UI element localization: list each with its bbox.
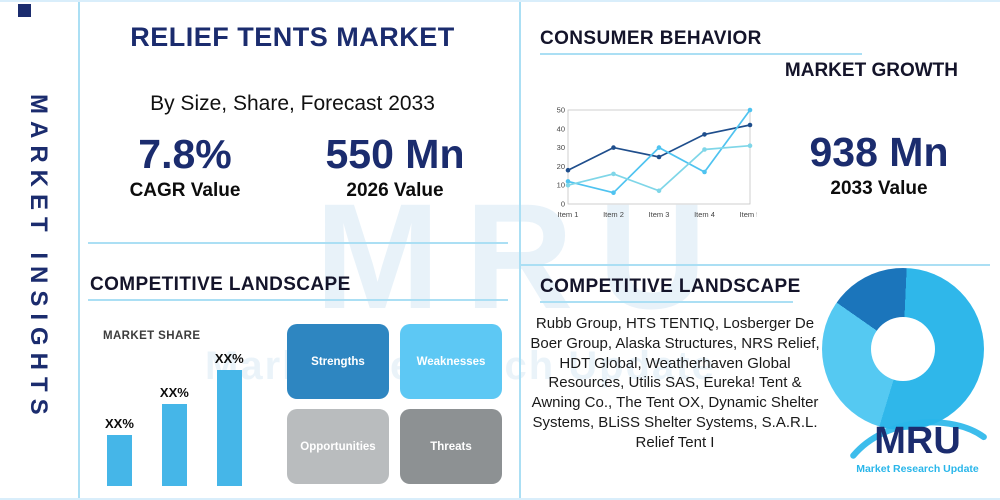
competitive-landscape-left-underline [88, 299, 508, 301]
data-point [656, 145, 662, 150]
competitive-landscape-left-heading: COMPETITIVE LANDSCAPE [90, 274, 351, 295]
bar-column: XX% [215, 351, 244, 486]
x-tick-label: Item 3 [649, 210, 670, 219]
swot-cell: Opportunities [287, 409, 389, 484]
bar-value-label: XX% [105, 416, 134, 431]
y-tick-label: 50 [557, 106, 565, 115]
bar-column: XX% [105, 416, 134, 486]
value-2026: 550 Mn [325, 131, 465, 177]
line-series [567, 144, 751, 192]
sidebar-title: MARKET INSIGHTS [25, 94, 52, 422]
label-2026: 2026 Value [346, 180, 444, 202]
x-tick-label: Item 2 [603, 210, 624, 219]
bar [106, 435, 132, 486]
y-tick-label: 20 [557, 162, 565, 171]
swot-grid: Strengths Weaknesses Opportunities Threa… [287, 324, 502, 484]
logo-swoosh-icon [850, 419, 987, 459]
data-point [747, 143, 753, 148]
data-point [656, 154, 662, 160]
data-point [611, 145, 616, 150]
x-tick-label: Item 5 [740, 210, 757, 219]
segment-donut-chart [822, 268, 984, 430]
swot-cell: Strengths [287, 324, 389, 399]
market-share-label: MARKET SHARE [103, 330, 201, 342]
plot-frame [567, 109, 751, 205]
swot-label-opportunities: Opportunities [300, 440, 376, 453]
data-point [565, 167, 571, 173]
x-tick-label: Item 4 [694, 210, 715, 219]
data-point [656, 188, 662, 194]
value-2026-stat: 550 Mn 2026 Value [300, 131, 490, 202]
swot-cell: Weaknesses [400, 324, 502, 399]
y-tick-label: 40 [557, 124, 565, 133]
corner-accent [18, 4, 31, 17]
competitive-landscape-right-underline [540, 301, 793, 303]
left-horizontal-divider [88, 242, 508, 244]
y-tick-label: 10 [557, 181, 565, 190]
cagr-stat: 7.8% CAGR Value [100, 131, 270, 202]
data-point [565, 179, 571, 184]
right-horizontal-divider [519, 264, 990, 266]
bar-column: XX% [160, 385, 189, 486]
cagr-value: 7.8% [138, 131, 232, 177]
company-list: Rubb Group, HTS TENTIQ, Losberger De Boe… [530, 315, 820, 451]
watermark: MRU [315, 172, 732, 340]
data-point [702, 147, 707, 152]
bar [161, 404, 187, 486]
brand-logo: MRU Market Research Update [845, 419, 990, 475]
bar-value-label: XX% [214, 351, 244, 366]
x-tick-label: Item 1 [558, 210, 579, 219]
sidebar-divider [78, 2, 80, 498]
data-point [611, 171, 616, 177]
market-growth-heading: MARKET GROWTH [784, 60, 958, 81]
swot-label-strengths: Strengths [311, 355, 365, 368]
page-title: RELIEF TENTS MARKET [130, 22, 455, 52]
value-2033-stat: 938 Mn 2033 Value [795, 129, 963, 200]
vertical-divider [519, 2, 521, 498]
market-share-chart: XX% XX% XX% [105, 344, 244, 486]
y-tick-label: 0 [561, 200, 565, 209]
market-growth-chart: 0 10 20 30 40 50 Item 1 Item 2 Item 3 Item 4 Item … [557, 106, 757, 220]
bar-value-label: XX% [159, 385, 189, 400]
y-tick-label: 30 [557, 143, 565, 152]
consumer-behavior-underline [540, 53, 862, 55]
data-point [702, 169, 707, 175]
cagr-label: CAGR Value [129, 180, 241, 202]
logo-tagline: Market Research Update [856, 463, 979, 475]
line-series [567, 109, 751, 194]
logo-text: MRU [874, 420, 961, 462]
label-2033: 2033 Value [830, 178, 928, 200]
data-point [747, 122, 753, 128]
swot-label-threats: Threats [430, 440, 472, 453]
bar [216, 370, 242, 486]
page-subtitle: By Size, Share, Forecast 2033 [150, 92, 435, 115]
data-point [747, 107, 753, 113]
swot-label-weaknesses: Weaknesses [416, 355, 486, 368]
data-point [702, 132, 707, 137]
donut-hole [871, 317, 935, 381]
competitive-landscape-right-heading: COMPETITIVE LANDSCAPE [540, 276, 801, 297]
data-point [565, 182, 571, 188]
data-point [611, 190, 616, 195]
swot-cell: Threats [400, 409, 502, 484]
consumer-behavior-heading: CONSUMER BEHAVIOR [540, 28, 762, 49]
value-2033: 938 Mn [809, 129, 949, 175]
